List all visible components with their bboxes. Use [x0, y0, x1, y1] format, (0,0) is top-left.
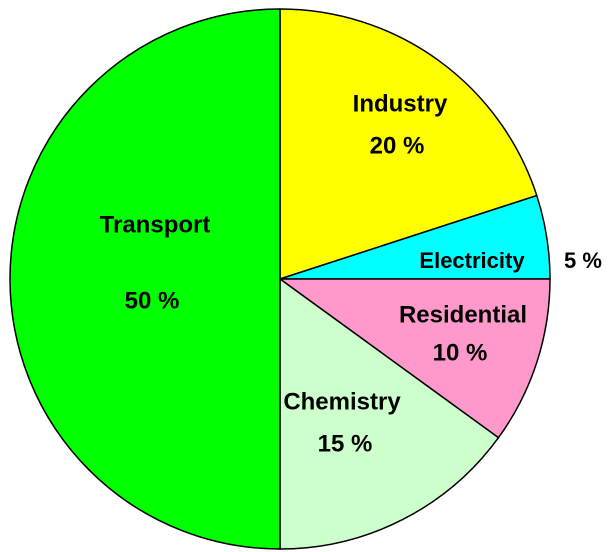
value-label: 5 % [564, 248, 602, 273]
pie-slice [277, 278, 551, 439]
value-label: 10 % [433, 339, 488, 366]
slice-label: Chemistry [283, 388, 401, 415]
pie-slice [279, 277, 500, 550]
slice-label: Electricity [419, 248, 525, 273]
pie-slice [279, 8, 538, 281]
slice-label: Transport [100, 211, 211, 238]
value-label: 15 % [318, 430, 373, 457]
slice-label: Residential [399, 301, 527, 328]
pie-slice [9, 8, 281, 550]
slice-label: Industry [353, 90, 448, 117]
value-label: 20 % [370, 132, 425, 159]
value-label: 50 % [125, 287, 180, 314]
